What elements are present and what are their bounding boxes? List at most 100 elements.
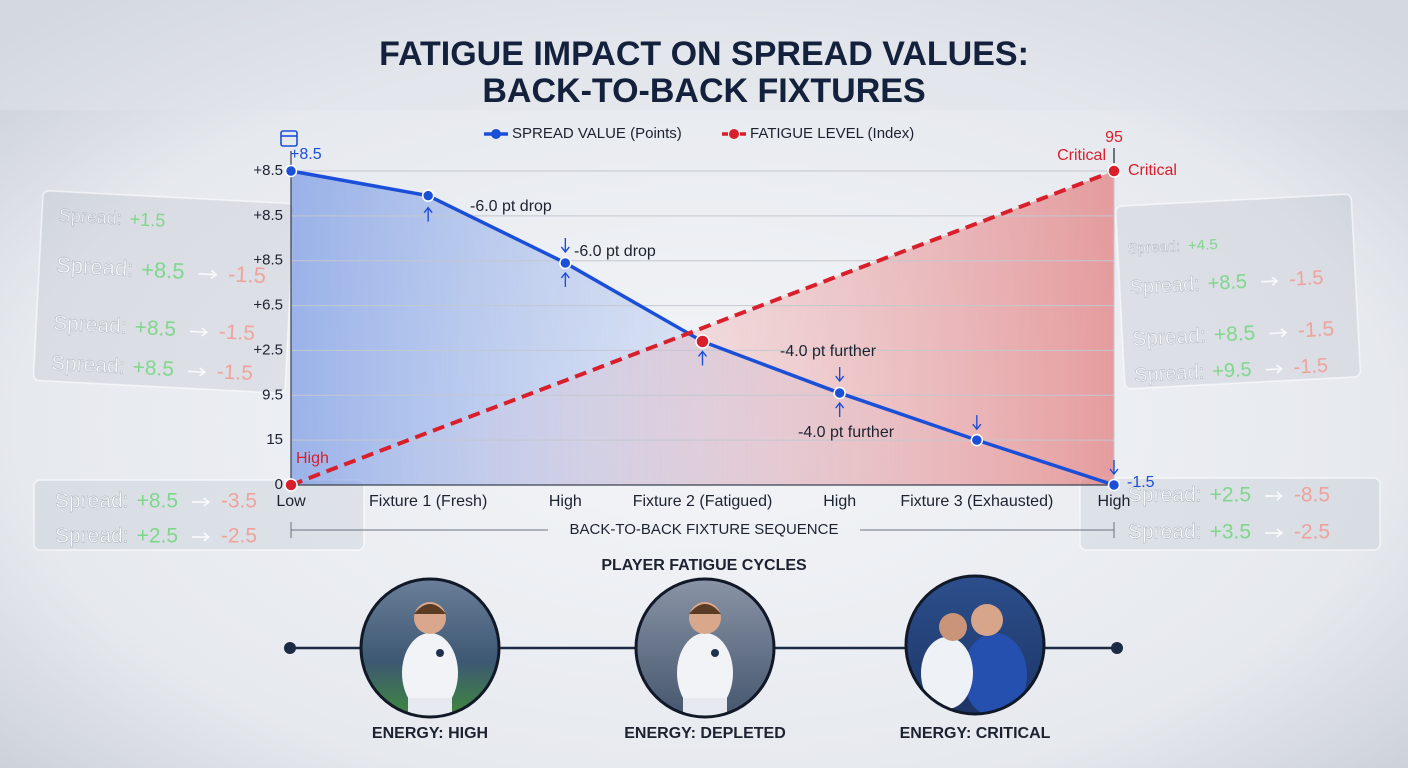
panel-label: Spread: [58, 205, 122, 228]
spread-panel: Spread: +2.5 -8.5 Spread: +3.5 -2.5 [1079, 477, 1381, 551]
y-tick-label: +8.5 [253, 252, 283, 269]
legend-label: SPREAD VALUE (Points) [512, 125, 682, 142]
annotation: +8.5 [290, 146, 322, 163]
player-body [963, 633, 1027, 713]
point [421, 189, 435, 202]
panel-frame [32, 190, 296, 394]
y-tick-label: 15 [266, 431, 283, 448]
player-head [971, 604, 1003, 636]
player-photo [907, 577, 1043, 713]
panel-from: +8.5 [141, 257, 186, 284]
arrow-head [423, 206, 433, 214]
arrow-head [697, 350, 708, 357]
panel-to: -1.5 [227, 261, 266, 288]
legend-dot [729, 129, 739, 139]
x-tick-label: High [1098, 493, 1131, 510]
panel-arrow-head [1271, 276, 1279, 286]
player-head [939, 613, 967, 641]
photo-ring [634, 577, 776, 719]
panel-from: +8.5 [1207, 271, 1248, 295]
arrow-head [835, 375, 845, 383]
panel-arrow [1261, 280, 1278, 283]
panel-label: Spread: [1129, 273, 1200, 299]
annotation: -1.5 [1127, 474, 1155, 491]
point [559, 256, 572, 270]
panel-to: -2.5 [221, 525, 257, 548]
crest [711, 649, 719, 657]
y-tick-label: 9.5 [262, 386, 283, 403]
panel-label: Spread: [1127, 238, 1180, 258]
y-tick-label: +6.5 [253, 297, 283, 314]
arrow-head [972, 423, 982, 431]
player-body [921, 637, 973, 709]
series-line [290, 169, 1115, 487]
panel-to: -8.5 [1294, 484, 1330, 507]
spread-panel: Spread: +8.5 -3.5 Spread: +2.5 -2.5 [33, 479, 365, 551]
panel-from: +9.5 [1212, 359, 1253, 383]
panel-from: +4.5 [1188, 236, 1218, 255]
chart: 0 15 9.5 +2.5 +6.5 +8.5 +8.5 +8.5 Low Fixture 1 (… [253, 125, 1177, 538]
photo-ring [904, 574, 1046, 716]
panel-from: +2.5 [137, 525, 178, 548]
arrow-head [835, 401, 845, 409]
y-tick-label: +8.5 [253, 207, 283, 224]
panel-arrow-head [1276, 528, 1284, 538]
x-tick-label: High [549, 493, 582, 510]
x-tick-label: Low [276, 493, 306, 510]
x-tick-label: Fixture 3 (Exhausted) [900, 493, 1053, 510]
panel-to: -1.5 [218, 320, 255, 345]
timeline-end [1111, 642, 1123, 654]
panel-arrow [1269, 331, 1287, 335]
photo-ring [359, 577, 501, 719]
panel-label: Spread: [55, 525, 129, 548]
panel-label: Spread: [1128, 521, 1202, 544]
panel-from: +1.5 [129, 209, 166, 231]
panel-arrow-head [1280, 328, 1288, 338]
timeline-end [284, 642, 296, 654]
panel-from: +2.5 [1210, 484, 1251, 507]
top-haze [0, 0, 1408, 110]
panel-arrow-head [1276, 491, 1284, 501]
panel-frame [1114, 193, 1362, 390]
point [833, 386, 846, 400]
panel-from: +8.5 [134, 316, 177, 341]
panel-from: +8.5 [132, 356, 175, 381]
panel-to: -1.5 [216, 360, 253, 385]
panel-to: -3.5 [221, 490, 257, 513]
chart-title: FATIGUE IMPACT ON SPREAD VALUES: [379, 35, 1029, 73]
y-tick-label: +2.5 [253, 341, 283, 358]
x-tick-label: High [823, 493, 856, 510]
arrow-head [560, 246, 570, 254]
arrow-head [560, 271, 570, 279]
annotation: -6.0 pt drop [470, 198, 552, 215]
annotation: Critical [1128, 162, 1177, 179]
panel-frame [33, 479, 365, 551]
annotation: Critical [1057, 147, 1106, 164]
cycles-title: PLAYER FATIGUE CYCLES [601, 557, 807, 574]
panel-label: Spread: [56, 252, 134, 281]
panel-arrow-head [199, 367, 206, 377]
panel-to: -1.5 [1288, 267, 1324, 291]
panel-arrow-head [203, 532, 211, 542]
energy-label: ENERGY: DEPLETED [624, 725, 786, 742]
annotation: High [296, 450, 329, 467]
panel-arrow [198, 272, 217, 276]
panel-label: Spread: [1128, 484, 1202, 507]
panel-label: Spread: [1132, 324, 1207, 351]
panel-from: +8.5 [1213, 322, 1256, 347]
point [1107, 478, 1121, 492]
annotation: -6.0 pt drop [574, 243, 656, 260]
crossing-point [695, 334, 710, 349]
panel-from: +3.5 [1210, 521, 1251, 544]
panel-label: Spread: [55, 490, 129, 513]
point [284, 164, 298, 178]
x-axis-label: BACK-TO-BACK FIXTURE SEQUENCE [570, 521, 839, 538]
panel-arrow-head [203, 497, 211, 507]
annotation: 95 [1105, 129, 1123, 146]
panel-from: +8.5 [137, 490, 178, 513]
point [284, 478, 298, 492]
